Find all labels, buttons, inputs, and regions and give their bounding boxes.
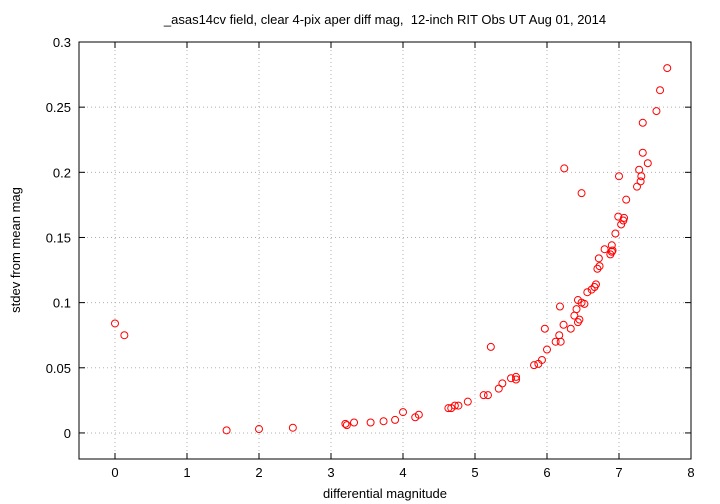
point [288,423,297,432]
x-tick-label: 7 [615,465,622,480]
point [560,164,569,173]
point [622,195,631,204]
point [607,241,616,250]
point [507,374,515,383]
point [636,177,645,186]
y-tick-label: 0.25 [46,100,71,115]
point [391,415,400,424]
point [617,220,626,229]
point [556,337,565,346]
x-axis-label: differential magnitude [323,486,447,501]
point [633,182,641,191]
point [608,246,617,255]
point [595,262,604,271]
point [600,245,609,254]
point [593,264,602,273]
x-tick-label: 3 [327,465,334,480]
x-tick-label: 0 [111,465,118,480]
point [543,345,551,354]
point [463,397,472,406]
point [530,361,539,370]
point [572,305,581,314]
point [643,159,652,168]
point [594,254,603,263]
point [615,172,623,181]
point [580,299,589,308]
y-tick-label: 0.2 [53,165,71,180]
y-tick-label: 0.1 [53,296,71,311]
point [111,319,119,328]
point [399,408,407,417]
point [652,107,661,116]
point [637,172,646,181]
x-tick-label: 6 [543,465,550,480]
point [638,118,647,127]
point [341,419,350,428]
y-axis-label: stdev from mean mag [8,187,23,313]
x-tick-label: 2 [255,465,262,480]
point [479,391,488,400]
point [379,417,388,426]
point [512,375,521,384]
point [555,331,564,340]
y-tick-label: 0.15 [46,230,71,245]
point [555,302,564,311]
point [540,324,549,333]
point [591,280,600,289]
point [414,410,423,419]
point [573,318,582,327]
point [570,311,579,320]
point [583,288,592,297]
point [537,355,546,364]
point [656,86,665,95]
point [620,213,629,222]
point [611,229,620,238]
point [255,425,263,434]
point [559,320,568,329]
x-tick-label: 4 [399,465,406,480]
point [551,337,560,346]
point [566,324,575,333]
plot-border [78,41,692,460]
x-tick-label: 5 [471,465,478,480]
point [587,285,596,294]
point [450,401,459,410]
chart-title: _asas14cv field, clear 4-pix aper diff m… [163,12,606,27]
point [663,64,672,73]
point [638,148,647,157]
point [350,418,359,427]
y-tick-label: 0 [64,426,71,441]
y-tick-label: 0.05 [46,361,71,376]
point [222,426,231,435]
point [342,421,351,430]
y-tick-label: 0.3 [53,35,71,50]
point [366,418,375,427]
point [486,342,495,351]
point [494,384,503,393]
point [614,212,623,221]
x-tick-label: 8 [687,465,694,480]
point [498,379,507,388]
point [512,372,521,381]
point [120,331,129,340]
point [577,189,586,198]
point [454,401,463,410]
point [483,391,492,400]
x-tick-label: 1 [183,465,190,480]
